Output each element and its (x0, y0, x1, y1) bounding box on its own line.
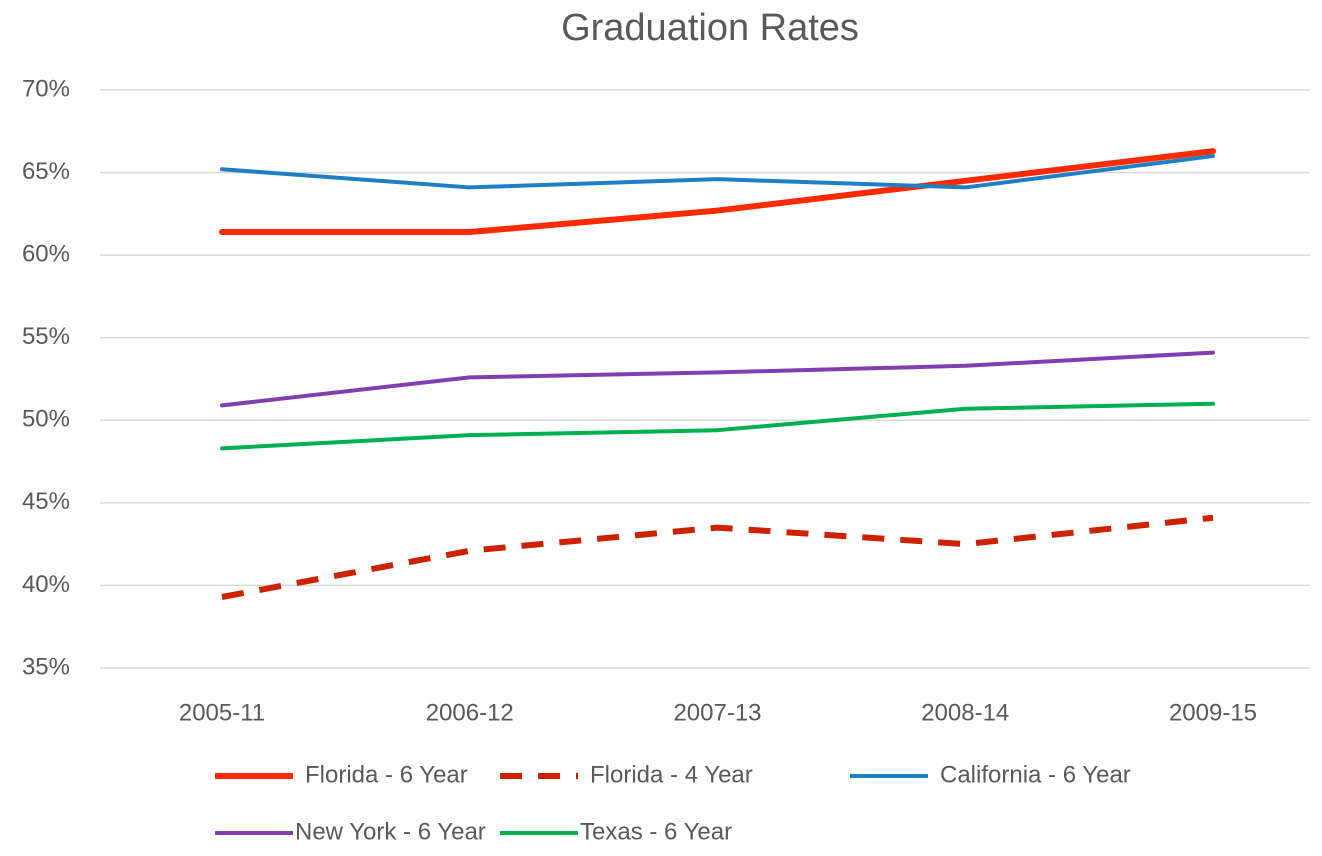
x-tick-label: 2006-12 (426, 699, 514, 726)
y-tick-label: 65% (22, 158, 70, 185)
series-line (220, 401, 1215, 451)
legend-label: Florida - 6 Year (305, 761, 468, 788)
series-line (219, 148, 1216, 236)
legend-label: New York - 6 Year (295, 818, 486, 845)
chart-title: Graduation Rates (561, 7, 859, 49)
series-line (221, 514, 1214, 600)
legend-label: Florida - 4 Year (590, 761, 753, 788)
y-tick-label: 35% (22, 653, 70, 680)
y-tick-label: 50% (22, 406, 70, 433)
legend-label: Texas - 6 Year (580, 818, 732, 845)
y-tick-label: 40% (22, 571, 70, 598)
x-tick-label: 2007-13 (673, 699, 761, 726)
y-tick-label: 70% (22, 75, 70, 102)
y-tick-label: 60% (22, 240, 70, 267)
series-line (220, 350, 1215, 408)
y-tick-label: 55% (22, 323, 70, 350)
x-tick-label: 2009-15 (1169, 699, 1257, 726)
series-line (220, 154, 1215, 190)
y-tick-label: 45% (22, 488, 70, 515)
x-tick-label: 2005-11 (179, 699, 265, 726)
x-tick-label: 2008-14 (921, 699, 1009, 726)
legend-label: California - 6 Year (940, 761, 1131, 788)
